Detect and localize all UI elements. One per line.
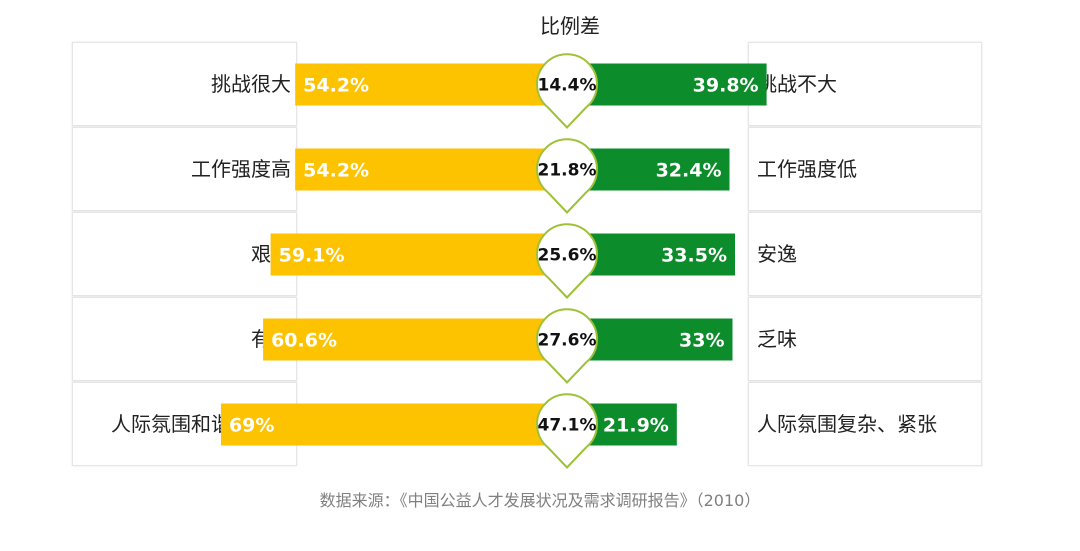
right-row-box (748, 212, 982, 296)
right-row-box (748, 297, 982, 381)
left-category-label: 工作强度高 (191, 157, 291, 181)
left-value-label: 54.2% (303, 160, 369, 182)
right-category-label: 挑战不大 (757, 72, 837, 96)
left-value-label: 69% (229, 415, 274, 437)
right-bar (567, 63, 767, 106)
left-row-box (72, 127, 297, 211)
difference-value-label: 14.4% (538, 76, 597, 96)
difference-value-label: 27.6% (538, 331, 597, 351)
difference-value-label: 21.8% (538, 161, 597, 181)
difference-marker (536, 53, 598, 129)
difference-marker (536, 223, 598, 299)
left-value-label: 54.2% (303, 75, 369, 97)
left-bar (220, 403, 567, 446)
left-value-label: 60.6% (271, 330, 337, 352)
right-value-label: 33% (679, 330, 724, 352)
left-value-label: 59.1% (279, 245, 345, 267)
right-row-box (748, 127, 982, 211)
right-category-label: 人际氛围复杂、紧张 (757, 412, 937, 436)
left-bar (263, 318, 567, 361)
right-value-label: 21.9% (603, 415, 669, 437)
right-category-label: 安逸 (757, 242, 797, 266)
left-bar (270, 233, 567, 276)
left-row-box (72, 42, 297, 126)
right-row-box (748, 382, 982, 466)
right-category-label: 乏味 (757, 327, 797, 351)
left-category-label: 挑战很大 (211, 72, 291, 96)
difference-marker (536, 393, 598, 469)
source-note: 数据来源：《中国公益人才发展状况及需求调研报告》（2010） (319, 491, 761, 510)
right-category-label: 工作强度低 (757, 157, 857, 181)
difference-marker (536, 138, 598, 214)
chart-title: 比例差 (540, 14, 600, 38)
left-bar (295, 148, 567, 191)
left-bar (295, 63, 567, 106)
right-value-label: 33.5% (661, 245, 727, 267)
difference-value-label: 25.6% (538, 246, 597, 266)
left-row-box (72, 297, 297, 381)
difference-value-label: 47.1% (538, 416, 597, 436)
difference-marker (536, 308, 598, 384)
left-row-box (72, 212, 297, 296)
right-value-label: 39.8% (693, 75, 759, 97)
right-value-label: 32.4% (656, 160, 722, 182)
